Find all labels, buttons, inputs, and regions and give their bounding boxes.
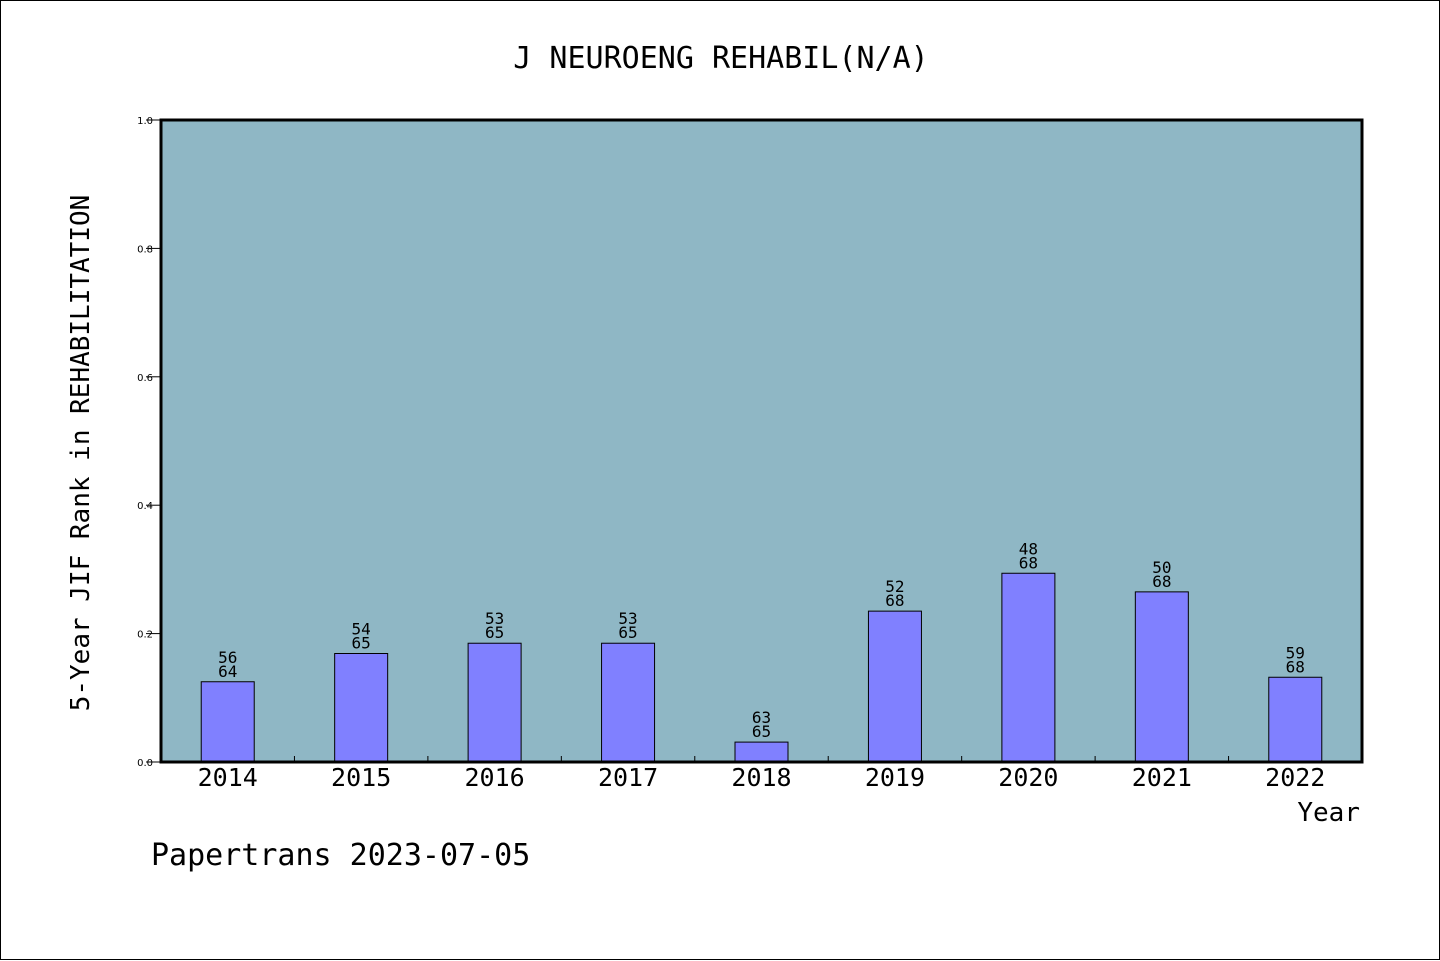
x-tick-label-2020: 2020 <box>998 763 1058 792</box>
x-axis-title: Year <box>1297 798 1360 828</box>
bar-label-total-2014: 64 <box>218 662 237 681</box>
bar-label-rank-2020: 48 <box>1019 539 1038 558</box>
bar-2015 <box>334 653 389 763</box>
bar-label-total-2019: 68 <box>885 591 904 610</box>
bar-2017 <box>601 642 656 763</box>
bar-label-total-2017: 65 <box>618 623 637 642</box>
x-tick-label-2015: 2015 <box>331 763 391 792</box>
bar-2014 <box>200 681 255 763</box>
bar-label-total-2022: 68 <box>1286 657 1305 676</box>
bar-label-rank-2016: 53 <box>485 609 504 628</box>
chart-title: J NEUROENG REHABIL(N/A) <box>513 41 928 76</box>
bar-2022 <box>1268 676 1323 763</box>
y-axis: 0.0 0.2 0.4 0.6 0.8 1.0 <box>137 116 161 769</box>
bar-label-rank-2014: 56 <box>218 648 237 667</box>
x-tick-label-2014: 2014 <box>198 763 258 792</box>
bar-2016 <box>467 642 522 763</box>
bar-label-rank-2019: 52 <box>885 577 904 596</box>
x-tick-label-2022: 2022 <box>1265 763 1325 792</box>
x-tick-label-2018: 2018 <box>731 763 791 792</box>
y-tick-label: 0.2 <box>137 630 153 641</box>
bar-label-rank-2022: 59 <box>1286 643 1305 662</box>
bar-label-rank-2017: 53 <box>618 609 637 628</box>
bar-label-rank-2015: 54 <box>352 620 371 639</box>
x-tick-label-2017: 2017 <box>598 763 658 792</box>
bar-2018 <box>734 741 789 763</box>
bar-2020 <box>1001 572 1056 763</box>
bar-label-total-2021: 68 <box>1152 572 1171 591</box>
bar-label-total-2015: 65 <box>352 634 371 653</box>
x-tick-label-2019: 2019 <box>865 763 925 792</box>
y-tick-label: 0.6 <box>137 373 153 384</box>
x-axis: 2014 2015 2016 2017 2018 2019 2020 2021 2022 <box>198 756 1325 792</box>
x-tick-label-2016: 2016 <box>465 763 525 792</box>
bar-label-total-2016: 65 <box>485 623 504 642</box>
bar-label-rank-2018: 63 <box>752 708 771 727</box>
bar-label-rank-2021: 50 <box>1152 558 1171 577</box>
bar-2019 <box>867 610 922 763</box>
bar-label-total-2018: 65 <box>752 722 771 741</box>
footer-watermark: Papertrans 2023-07-05 <box>151 838 530 873</box>
bar-2021 <box>1134 591 1189 763</box>
y-tick-label: 0.4 <box>137 501 153 512</box>
y-tick-label: 0.0 <box>137 758 153 769</box>
y-tick-label: 1.0 <box>137 116 153 127</box>
x-tick-label-2021: 2021 <box>1132 763 1192 792</box>
bar-label-total-2020: 68 <box>1019 553 1038 572</box>
plot-frame <box>159 118 1364 764</box>
y-tick-label: 0.8 <box>137 244 153 255</box>
y-axis-title: 5-Year JIF Rank in REHABILITATION <box>66 195 96 712</box>
bars-layer <box>200 572 1323 763</box>
